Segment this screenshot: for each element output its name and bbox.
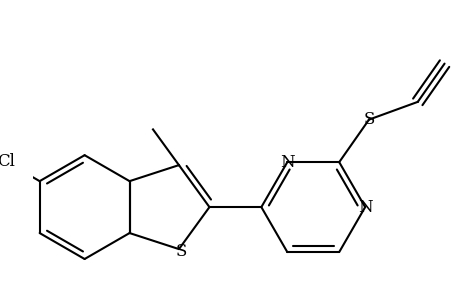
Text: S: S [363,111,374,128]
Text: Cl: Cl [0,153,15,170]
Text: N: N [357,199,372,216]
Text: N: N [280,154,294,171]
Text: S: S [175,243,186,260]
